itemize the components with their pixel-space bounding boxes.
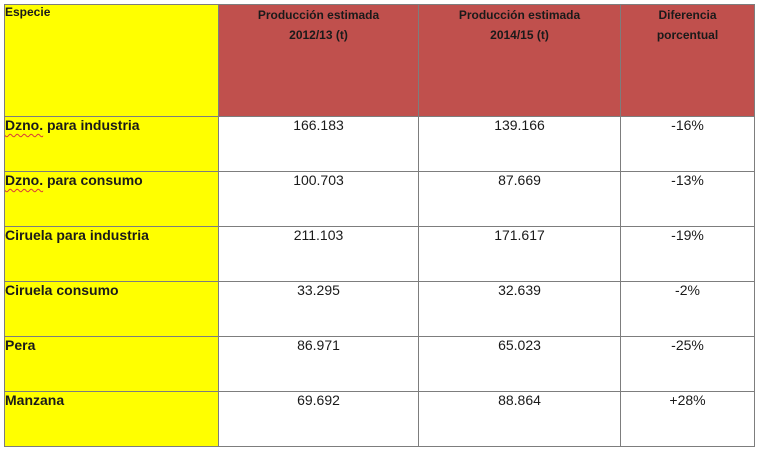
header-produccion-2012-line1: Producción estimada	[257, 8, 380, 22]
header-especie[interactable]: Especie	[4, 4, 219, 117]
species-abbr: Dzno.	[5, 172, 44, 188]
header-diferencia[interactable]: Diferencia porcentual	[620, 4, 755, 117]
table-row-ciruela-industria: Ciruela para industria 211.103 171.617 -…	[4, 226, 755, 282]
species-abbr: Dzno.	[5, 117, 44, 133]
cell-prod-2012[interactable]: 211.103	[218, 226, 419, 282]
cell-species[interactable]: Dzno. para consumo	[4, 171, 219, 227]
species-name: para consumo	[43, 172, 143, 188]
species-name: Ciruela consumo	[5, 282, 119, 298]
cell-diff[interactable]: -13%	[620, 171, 755, 227]
cell-prod-2014[interactable]: 87.669	[418, 171, 621, 227]
cell-prod-2014[interactable]: 65.023	[418, 336, 621, 392]
cell-prod-2012[interactable]: 100.703	[218, 171, 419, 227]
cell-diff[interactable]: -2%	[620, 281, 755, 337]
table-row-ciruela-consumo: Ciruela consumo 33.295 32.639 -2%	[4, 281, 755, 337]
table-row-dzno-industria: Dzno. para industria 166.183 139.166 -16…	[4, 116, 755, 172]
table-row-pera: Pera 86.971 65.023 -25%	[4, 336, 755, 392]
cell-prod-2012[interactable]: 166.183	[218, 116, 419, 172]
species-name: para industria	[43, 117, 140, 133]
header-produccion-2014-line1: Producción estimada	[458, 8, 581, 22]
cell-diff[interactable]: -19%	[620, 226, 755, 282]
cell-prod-2014[interactable]: 139.166	[418, 116, 621, 172]
cell-diff[interactable]: -16%	[620, 116, 755, 172]
header-row: Especie Producción estimada 2012/13 (t) …	[4, 4, 755, 117]
cell-diff[interactable]: +28%	[620, 391, 755, 447]
table-row-dzno-consumo: Dzno. para consumo 100.703 87.669 -13%	[4, 171, 755, 227]
header-especie-label: Especie	[5, 5, 51, 19]
cell-species[interactable]: Pera	[4, 336, 219, 392]
cell-prod-2014[interactable]: 171.617	[418, 226, 621, 282]
header-produccion-2014[interactable]: Producción estimada 2014/15 (t)	[418, 4, 621, 117]
header-produccion-2012-line2: 2012/13 (t)	[289, 28, 348, 42]
species-name: Manzana	[5, 392, 65, 408]
cell-prod-2014[interactable]: 88.864	[418, 391, 621, 447]
header-diferencia-line1: Diferencia	[658, 8, 717, 22]
cell-prod-2012[interactable]: 33.295	[218, 281, 419, 337]
cell-species[interactable]: Manzana	[4, 391, 219, 447]
species-name: Pera	[5, 337, 36, 353]
cell-species[interactable]: Ciruela para industria	[4, 226, 219, 282]
cell-species[interactable]: Ciruela consumo	[4, 281, 219, 337]
cell-prod-2012[interactable]: 69.692	[218, 391, 419, 447]
cell-prod-2012[interactable]: 86.971	[218, 336, 419, 392]
species-name: Ciruela para industria	[5, 227, 149, 243]
cell-prod-2014[interactable]: 32.639	[418, 281, 621, 337]
table-row-manzana: Manzana 69.692 88.864 +28%	[4, 391, 755, 447]
header-produccion-2012[interactable]: Producción estimada 2012/13 (t)	[218, 4, 419, 117]
cell-species[interactable]: Dzno. para industria	[4, 116, 219, 172]
production-table: Especie Producción estimada 2012/13 (t) …	[4, 4, 755, 447]
cell-diff[interactable]: -25%	[620, 336, 755, 392]
header-produccion-2014-line2: 2014/15 (t)	[490, 28, 549, 42]
header-diferencia-line2: porcentual	[656, 28, 719, 42]
